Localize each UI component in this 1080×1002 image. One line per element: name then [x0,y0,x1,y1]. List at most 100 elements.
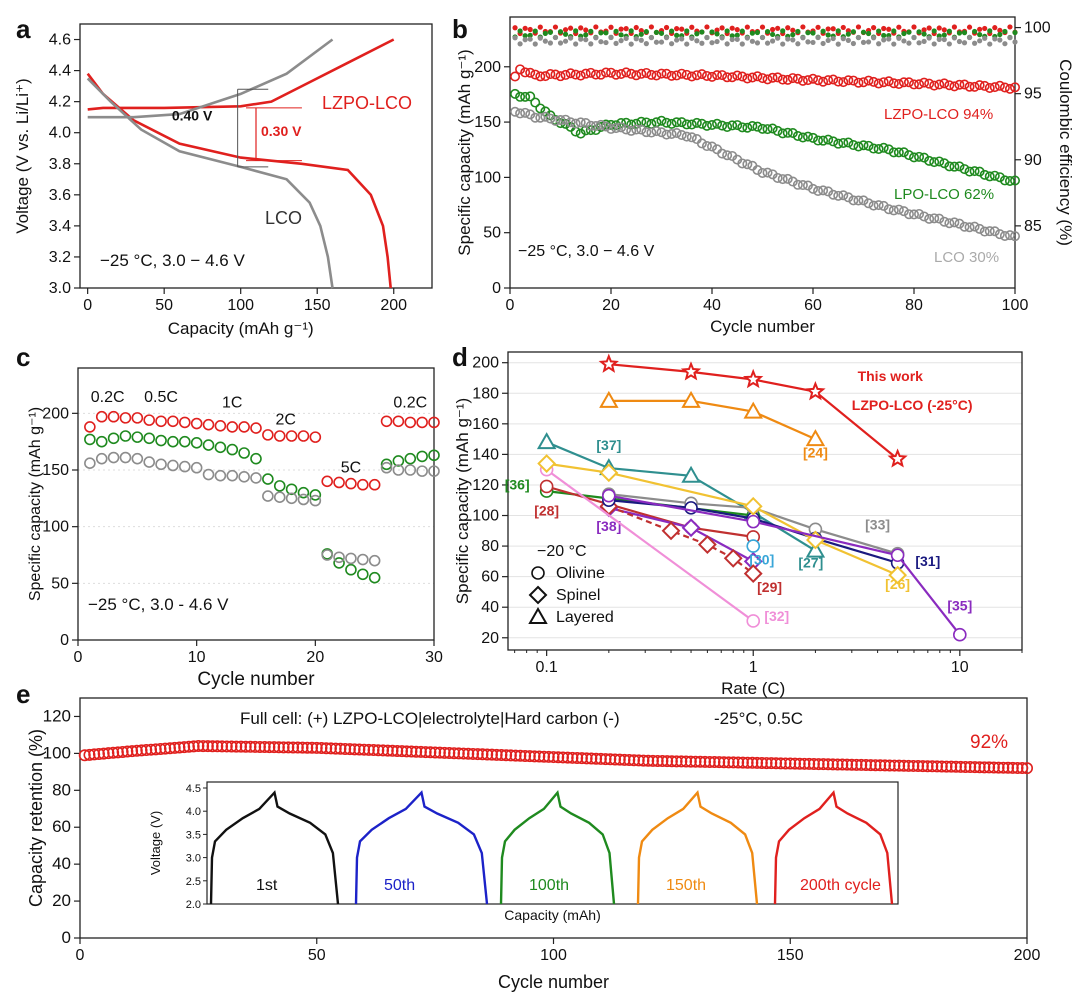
inset-curve-label: 100th [529,877,569,894]
ce-point-lco [987,41,993,47]
inset-curve-label: 1st [256,877,278,894]
ce-point-lzpo-lco [800,24,806,30]
ce-point-lzpo-lco [714,27,720,33]
capacity-point-lzpo-lco [651,70,662,81]
y-tick-label-d: 120 [472,477,499,494]
retention-point [627,754,640,767]
y-tick-label-b: 200 [474,59,501,76]
ce-point-lco [583,37,589,43]
retention-point [680,755,693,768]
y-axis-label-e: Capacity retention (%) [26,729,46,907]
ce-point-lco [865,39,872,45]
plot-frame-c [77,367,435,641]
capacity-point-lpo-lco [868,143,879,154]
ref-line [608,399,816,441]
ref-marker [746,514,761,529]
retention-point [291,741,304,754]
retention-point [287,741,300,754]
ce-point-lco [719,35,725,41]
inset-tick-label: 3.0 [186,853,201,865]
retention-point [315,742,328,755]
capacity-point-lco [626,125,637,136]
capacity-point-lco [914,208,925,219]
rate-label: 2C [275,412,295,429]
ce-point-lco [709,40,715,46]
ce-point-lpo-lco [583,32,589,38]
retention-point [348,743,361,756]
capacity-point-lzpo-lco [787,73,798,84]
ce-point-lzpo-lco [729,25,735,31]
rate-point-lzpo-lco [179,416,191,429]
ce-point-lzpo-lco [689,24,695,30]
inset-curve-label: 50th [384,877,415,894]
rate-point-lpo-lco [155,434,167,447]
capacity-point-lzpo-lco [807,73,818,84]
rate-point-lzpo-lco [190,417,203,430]
retention-point [575,752,588,765]
ref-label: [36] [505,477,530,493]
x-tick-label-e: 200 [1014,947,1041,964]
retention-point [973,761,986,774]
capacity-point-lzpo-lco [989,82,1000,93]
ce-point-lzpo-lco [785,25,791,31]
y-tick-label-d: 140 [472,446,499,463]
y-tick-label-a: 4.4 [49,63,71,80]
retention-point [1002,761,1015,774]
ref-marker [743,368,764,389]
y-tick-label-a: 4.0 [49,125,71,142]
ce-point-lco [860,39,867,45]
capacity-point-lco [570,118,581,129]
ref-label: [33] [865,516,890,532]
y-tick-label-d: 100 [472,508,499,525]
rate-point-lco [262,490,274,502]
capacity-point-lco [641,127,652,138]
capacity-point-lco [651,126,662,137]
ce-point-lco [512,35,518,41]
capacity-point-lzpo-lco [838,77,849,88]
capacity-point-lpo-lco [919,152,930,163]
retention-point [282,741,295,754]
ce-point-lco [633,36,639,42]
x-tick-label-d: 0.1 [536,659,558,676]
ce-point-lco [780,41,786,47]
capacity-point-lpo-lco [742,122,753,133]
ce-point-lzpo-lco [977,26,983,32]
rate-point-lpo-lco [333,557,345,569]
retention-point [968,761,981,774]
capacity-point-lco [742,159,753,170]
ce-point-lco [956,38,963,45]
retention-point [277,741,290,754]
ref-marker [681,518,701,538]
ref-marker [743,496,763,516]
capacity-point-lzpo-lco [863,75,874,86]
rate-point-lco [309,494,322,507]
y-axis-label-d: Specific capacity (mAh g⁻¹) [453,398,472,604]
ce-point-lco [517,41,523,47]
capacity-point-lpo-lco [666,118,677,129]
x-tick-label-b: 60 [804,297,822,314]
retention-point [931,760,944,773]
capacity-point-lzpo-lco [848,75,859,86]
x-tick-label-b: 100 [1002,297,1029,314]
capacity-point-lco [989,226,1000,237]
retention-point [556,751,569,764]
legend-label: Layered [556,609,614,626]
capacity-point-lzpo-lco [696,69,707,80]
inset-curve-label: 150th [666,877,706,894]
ce-point-lco [871,35,877,41]
capacity-point-lpo-lco [1009,175,1020,186]
ce-point-lzpo-lco [1007,24,1013,30]
capacity-point-lzpo-lco [898,77,909,88]
retention-point [272,741,285,754]
retention-point [187,740,200,753]
retention-point [836,758,849,771]
capacity-point-lzpo-lco [853,77,864,88]
x-tick-label-b: 40 [703,297,721,314]
capacity-point-lzpo-lco [1004,83,1015,94]
retention-point [362,743,375,756]
x-axis-label-e: Cycle number [498,972,609,992]
capacity-point-lpo-lco [570,126,581,137]
ce-point-lzpo-lco [997,27,1003,33]
x-tick-label-e: 150 [777,947,804,964]
capacity-point-lpo-lco [525,91,536,102]
